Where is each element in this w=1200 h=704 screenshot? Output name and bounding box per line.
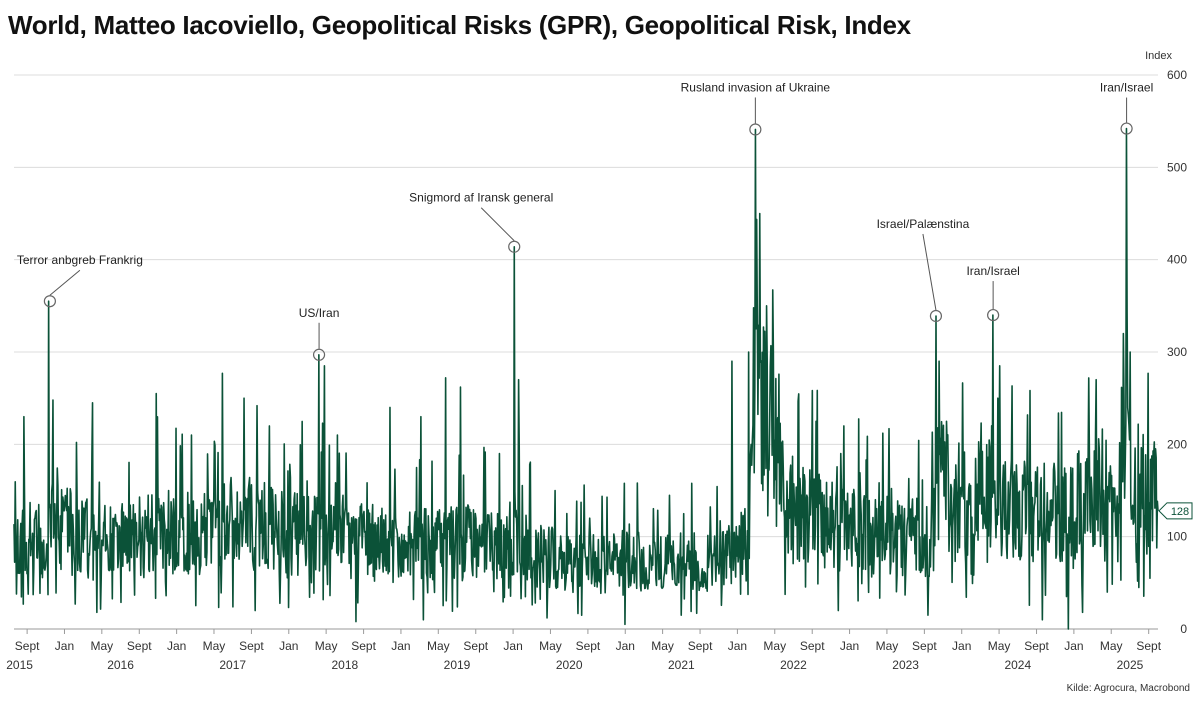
x-tick-label: Jan — [391, 639, 410, 653]
annotation-label: Rusland invasion af Ukraine — [681, 80, 831, 94]
x-tick-label: Jan — [616, 639, 635, 653]
x-tick-label: Jan — [55, 639, 74, 653]
annotation-marker — [43, 295, 56, 308]
x-tick-label: May — [876, 639, 899, 653]
y-tick-label: 200 — [1167, 437, 1187, 451]
annotation-label: US/Iran — [299, 306, 340, 320]
x-tick-label: May — [90, 639, 113, 653]
annotation-marker — [749, 123, 762, 136]
y-tick-label: 400 — [1167, 253, 1187, 267]
x-tick-label: Jan — [1064, 639, 1083, 653]
last-value-tag — [1158, 502, 1193, 520]
last-value-label: 128 — [1171, 506, 1189, 518]
x-tick-label: May — [315, 639, 338, 653]
annotation-marker — [508, 240, 521, 253]
annotation-label: Snigmord af Iransk general — [409, 191, 553, 205]
x-tick-label: Sept — [576, 639, 601, 653]
annotation-leader — [922, 233, 937, 311]
x-tick-label: May — [988, 639, 1011, 653]
x-tick-label: May — [203, 639, 226, 653]
annotation-leader — [49, 269, 81, 296]
x-tick-label: Jan — [167, 639, 186, 653]
source-note: Kilde: Agrocura, Macrobond — [1066, 683, 1190, 694]
year-label: 2022 — [780, 658, 807, 672]
grid-lines — [14, 74, 1158, 630]
x-tick-label: Sept — [912, 639, 937, 653]
year-label: 2016 — [107, 658, 134, 672]
year-label: 2025 — [1117, 658, 1144, 672]
x-tick-label: May — [1100, 639, 1123, 653]
y-axis-label: Index — [1145, 50, 1172, 62]
annotations: Terror anbgreb Frankrig US/Iran Snigmord a… — [17, 80, 1153, 361]
x-tick-label: Jan — [840, 639, 859, 653]
x-tick-label: Sept — [1136, 639, 1161, 653]
y-tick-label: 100 — [1167, 530, 1187, 544]
annotation-label: Iran/Israel — [966, 264, 1019, 278]
axes: 0 100 200 300 400 500 600 Index Sept Jan May Sept Ja… — [6, 50, 1193, 672]
x-tick-label: Jan — [279, 639, 298, 653]
year-label: 2019 — [444, 658, 471, 672]
x-tick-label: May — [763, 639, 786, 653]
annotation-label: Terror anbgreb Frankrig — [17, 253, 143, 267]
y-tick-label: 0 — [1180, 622, 1187, 636]
x-tick-label: Sept — [127, 639, 152, 653]
chart-title: World, Matteo Iacoviello, Geopolitical R… — [8, 10, 911, 40]
x-tick-label: Jan — [728, 639, 747, 653]
year-label: 2024 — [1004, 658, 1031, 672]
x-tick-label: May — [539, 639, 562, 653]
x-tick-label: Jan — [952, 639, 971, 653]
year-label: 2017 — [219, 658, 246, 672]
x-tick-label: Sept — [688, 639, 713, 653]
annotation-label: Iran/Israel — [1100, 81, 1153, 95]
x-tick-label: Sept — [351, 639, 376, 653]
y-tick-label: 600 — [1167, 68, 1187, 82]
y-tick-label: 500 — [1167, 160, 1187, 174]
x-tick-label: Sept — [800, 639, 825, 653]
year-label: 2018 — [332, 658, 359, 672]
year-label: 2015 — [6, 658, 33, 672]
year-label: 2023 — [892, 658, 919, 672]
series-path-geopolitical-risk — [13, 127, 1159, 630]
year-label: 2021 — [668, 658, 695, 672]
x-tick-label: Sept — [463, 639, 488, 653]
annotation-marker — [929, 309, 943, 323]
annotation-marker — [987, 308, 1000, 322]
x-tick-label: Sept — [15, 639, 40, 653]
annotation-marker — [312, 348, 326, 361]
year-label: 2020 — [556, 658, 583, 672]
series-line — [13, 127, 1159, 630]
x-tick-label: Sept — [239, 639, 264, 653]
annotation-marker — [1120, 122, 1133, 135]
y-tick-label: 300 — [1167, 345, 1187, 359]
annotation-label: Israel/Palænstina — [877, 217, 970, 231]
x-tick-label: May — [651, 639, 674, 653]
x-tick-label: Sept — [1024, 639, 1049, 653]
annotation-leader — [480, 207, 515, 242]
x-tick-label: May — [427, 639, 450, 653]
x-tick-label: Jan — [503, 639, 522, 653]
